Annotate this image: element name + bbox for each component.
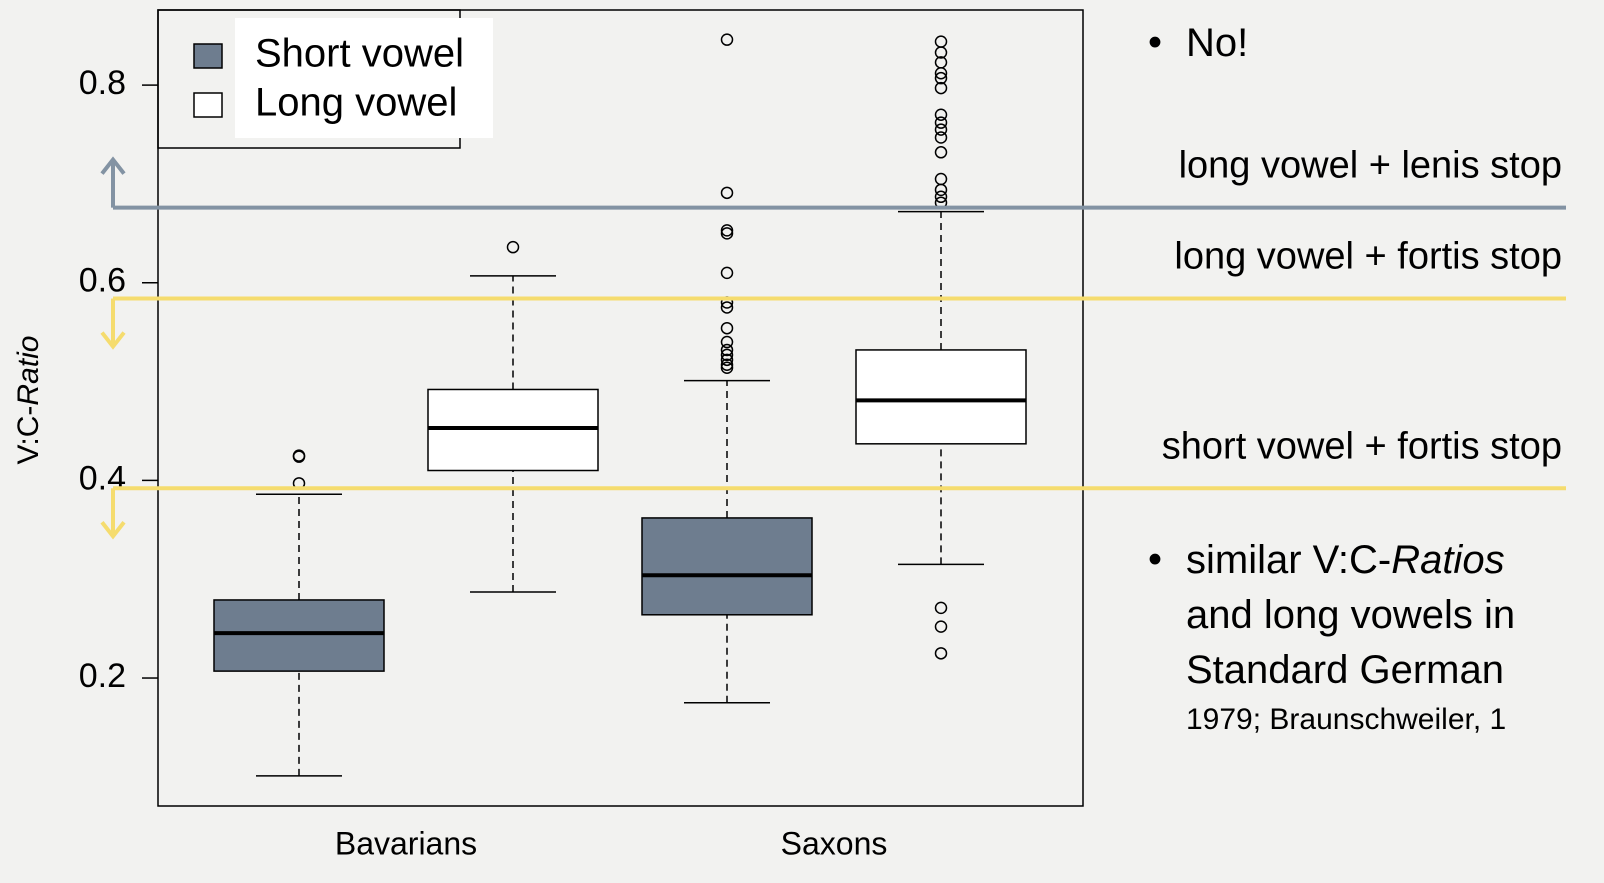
outlier — [934, 71, 948, 85]
x-tick-label: Bavarians — [335, 825, 477, 861]
outlier — [934, 108, 948, 121]
outlier — [934, 601, 948, 615]
y-tick-label: 0.6 — [79, 262, 126, 300]
arrow-head — [100, 521, 126, 540]
outlier — [720, 266, 734, 280]
outlier — [720, 348, 734, 362]
outlier — [934, 190, 948, 204]
outlier — [934, 131, 948, 144]
arrow-head — [100, 156, 126, 175]
legend-swatch — [193, 92, 223, 118]
y-tick-label: 0.8 — [79, 64, 126, 102]
outlier — [934, 183, 948, 197]
outlier — [292, 450, 306, 463]
bullet-text: and long vowels in — [1186, 593, 1515, 637]
x-tick-label: Saxons — [781, 825, 888, 861]
bullet-text-part: No! — [1186, 21, 1248, 65]
reference-label: long vowel + fortis stop — [1174, 236, 1562, 278]
y-axis-label: V:C-Ratio — [12, 336, 45, 465]
outlier — [934, 66, 948, 80]
bullet-text-part: and long vowels in — [1186, 593, 1515, 637]
outlier — [934, 620, 948, 633]
outlier — [934, 146, 948, 159]
y-tick-label: 0.2 — [79, 657, 126, 695]
bullet-note: 1979; Braunschweiler, 1 — [1186, 703, 1506, 736]
outlier — [934, 116, 948, 129]
bullet-dot: • — [1148, 538, 1162, 582]
bullet-text: similar V:C-Ratios — [1186, 538, 1505, 582]
arrow-head — [100, 331, 126, 350]
outlier — [720, 33, 734, 46]
outlier — [720, 353, 734, 367]
y-label-part: V:C- — [12, 406, 45, 465]
outlier — [720, 321, 734, 335]
bullet-text: Standard German — [1186, 648, 1504, 692]
outlier — [720, 343, 734, 357]
outlier — [506, 240, 520, 254]
outlier — [934, 647, 948, 660]
outlier — [720, 227, 734, 240]
bullet-text-part: Standard German — [1186, 648, 1504, 692]
outlier — [720, 301, 734, 314]
bullet-text-part: similar V:C- — [1186, 538, 1391, 582]
legend-background — [235, 18, 493, 138]
outlier — [720, 335, 734, 349]
box — [855, 349, 1027, 445]
legend-swatch — [193, 43, 223, 69]
plot-frame — [157, 9, 1084, 807]
outlier — [934, 46, 948, 59]
box — [213, 599, 385, 672]
outlier — [934, 81, 948, 95]
y-tick-label: 0.4 — [79, 459, 126, 497]
legend-label: Long vowel — [255, 81, 457, 125]
reference-label: short vowel + fortis stop — [1162, 425, 1562, 467]
box — [641, 517, 813, 616]
outlier — [934, 123, 948, 136]
outlier — [720, 186, 734, 200]
legend-label: Short vowel — [255, 32, 464, 76]
outlier — [720, 361, 734, 374]
bullet-text: No! — [1186, 21, 1248, 65]
bullet-dot: • — [1148, 21, 1162, 65]
reference-label: long vowel + lenis stop — [1179, 145, 1562, 187]
bullet-text-part: Ratios — [1391, 538, 1504, 582]
y-label-part: Ratio — [12, 336, 45, 406]
